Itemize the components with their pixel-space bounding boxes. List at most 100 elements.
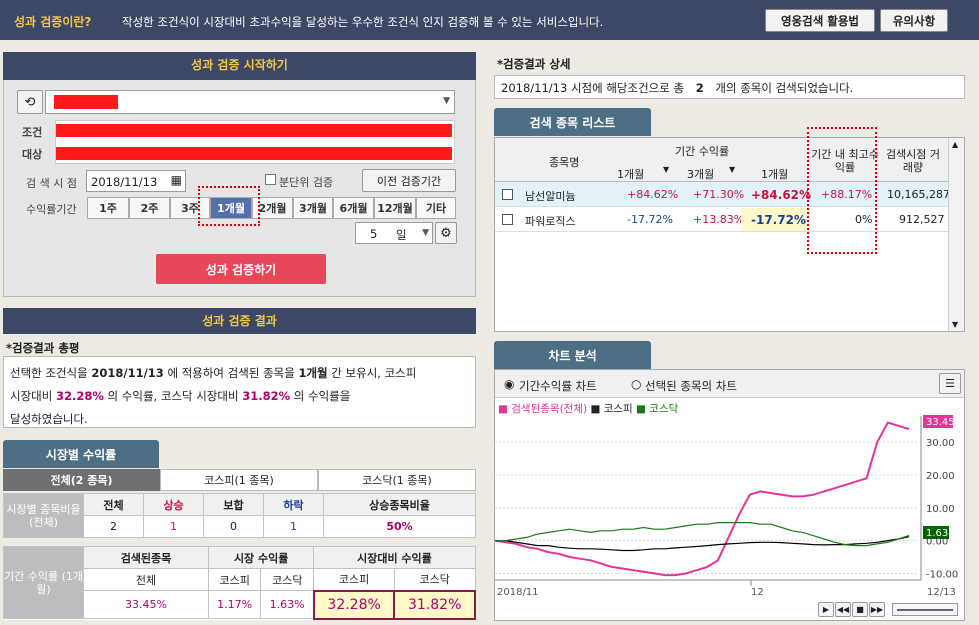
group-market: 시장 수익률	[207, 546, 315, 569]
summary-text: 간 보유시, 코스피	[331, 366, 417, 380]
zoom-slider[interactable]	[892, 603, 958, 616]
settings-button[interactable]: ⚙	[435, 222, 457, 244]
last-value-badge	[923, 415, 953, 428]
table-row[interactable]	[495, 207, 948, 232]
split-verify-checkbox[interactable]	[265, 174, 276, 185]
scroll-down-icon[interactable]: ▼	[952, 320, 959, 329]
detail-title: *검증결과 상세	[497, 57, 571, 71]
run-verification-button[interactable]: 성과 검증하기	[156, 254, 326, 284]
period-2m[interactable]: 2개월	[252, 197, 293, 219]
chevron-down-icon[interactable]: ▼	[663, 165, 670, 174]
y-tick-label: 10.00	[926, 504, 955, 515]
val-total: 2	[83, 515, 144, 538]
radio-period-return-label[interactable]: 기간수익률 차트	[519, 379, 597, 393]
nav-prev-icon[interactable]: ▶	[818, 602, 834, 617]
col-total: 전체	[83, 493, 144, 516]
scroll-up-icon[interactable]: ▲	[952, 140, 959, 149]
tab-chart-analysis[interactable]: 차트 분석	[494, 341, 651, 369]
tab-stock-list[interactable]: 검색 종목 리스트	[494, 108, 651, 136]
sub-kospi: 코스피	[313, 568, 395, 591]
table-row[interactable]	[495, 182, 948, 207]
period-12m[interactable]: 12개월	[374, 197, 416, 219]
legend-kosdaq-swatch: ■	[636, 403, 646, 415]
val-kosdaq-return: 1.63%	[260, 590, 315, 619]
x-label-start: 2018/11	[497, 587, 539, 598]
period-2w[interactable]: 2주	[129, 197, 170, 219]
summary-text: 의 수익률, 코스닥 시장대비	[107, 389, 239, 403]
tab-market-returns[interactable]: 시장별 수익률	[3, 440, 159, 468]
val-flat: 0	[203, 515, 264, 538]
stock-name[interactable]: 파워로직스	[525, 215, 576, 228]
top-title: 성과 검증이란?	[14, 15, 92, 29]
calendar-icon[interactable]: ▦	[170, 173, 182, 187]
ratio-row-label: 시장별 종목비율 (전체)	[3, 493, 84, 538]
period-return-table: 기간 수익률 (1개월) 검색된종목 시장 수익률 시장대비 수익률 전체 코스…	[3, 546, 476, 620]
chevron-down-icon[interactable]: ▼	[422, 228, 429, 238]
return-1m-b: -17.72%	[751, 213, 806, 227]
col-volume: 검색시점 거래량	[885, 148, 941, 174]
val-vs-kospi: 32.28%	[312, 589, 396, 620]
condition-label: 조건	[22, 126, 43, 139]
condition-text-redacted	[56, 124, 452, 137]
stock-list-header	[495, 138, 948, 182]
legend-kospi: 코스피	[603, 403, 633, 415]
period-1m[interactable]: 1개월	[210, 197, 252, 219]
summary-text: 달성하였습니다.	[10, 412, 88, 426]
days-input[interactable]: 5 일 ▼	[355, 222, 433, 244]
period-6m[interactable]: 6개월	[333, 197, 374, 219]
summary-text: 에 적용하여 검색된 종목을	[167, 366, 295, 380]
start-section-title: 성과 검증 시작하기	[3, 52, 476, 80]
stock-name[interactable]: 남선알미늄	[525, 190, 576, 203]
condition-name-redacted	[54, 95, 118, 109]
top-bar: 성과 검증이란? 작성한 조건식이 시장대비 초과수익을 달성하는 우수한 조건…	[0, 0, 979, 40]
condition-load-button[interactable]: ⟲	[17, 90, 43, 114]
nav-stop-icon[interactable]: ■	[852, 602, 868, 617]
ratio-table: 시장별 종목비율 (전체) 전체 상승 보합 하락 상승종목비율 2 1 0 1…	[3, 493, 476, 538]
chart-nav-controls: ▶ ◀◀ ■ ▶▶	[818, 602, 888, 617]
last-value-label: 33.45	[926, 417, 955, 428]
notice-button[interactable]: 유의사항	[880, 9, 948, 32]
condition-detail-box	[55, 120, 455, 164]
return-1m: +84.62%	[627, 188, 679, 201]
period-1w[interactable]: 1주	[87, 197, 129, 219]
condition-select[interactable]: ▼	[45, 90, 455, 114]
val-rise-ratio: 50%	[323, 515, 476, 538]
col-period-return: 기간 수익률	[675, 145, 730, 158]
col-3m: 3개월	[687, 168, 715, 181]
hero-search-guide-button[interactable]: 영웅검색 활용법	[765, 9, 875, 32]
subtab-kospi[interactable]: 코스피(1 종목)	[160, 469, 318, 491]
highlight-cell	[741, 208, 807, 231]
summary-period: 1개월	[298, 366, 328, 380]
val-vs-kosdaq: 31.82%	[393, 589, 476, 620]
legend-kospi-swatch: ■	[590, 403, 601, 415]
radio-stock-chart-label[interactable]: 선택된 종목의 차트	[645, 379, 737, 393]
chart-menu-button[interactable]: ☰	[939, 373, 961, 394]
group-searched: 검색된종목	[83, 546, 209, 569]
volume: 10,165,287	[887, 188, 950, 201]
y-tick-label: 0.00	[926, 537, 948, 548]
chevron-down-icon[interactable]: ▼	[729, 165, 736, 174]
series-line-1	[495, 536, 910, 552]
scrollbar[interactable]: ▲ ▼	[948, 138, 964, 331]
period-other[interactable]: 기타	[416, 197, 456, 219]
return-3m: +13.83%	[693, 213, 745, 226]
radio-unselected-icon[interactable]: ○	[631, 377, 642, 391]
subtab-kosdaq[interactable]: 코스닥(1 종목)	[318, 469, 476, 491]
col-fall: 하락	[263, 493, 324, 516]
legend-searched-swatch: ■	[498, 403, 508, 415]
radio-selected-icon[interactable]: ◉	[504, 377, 515, 391]
subtab-all[interactable]: 전체(2 종목)	[3, 469, 160, 491]
top-description: 작성한 조건식이 시장대비 초과수익을 달성하는 우수한 조건식 인지 검증해 …	[122, 15, 604, 29]
group-vs-market: 시장대비 수익률	[313, 546, 476, 569]
row-checkbox[interactable]	[502, 214, 513, 225]
previous-period-button[interactable]: 이전 검증기간	[362, 169, 456, 192]
period-3w[interactable]: 3주	[170, 197, 210, 219]
nav-last-icon[interactable]: ▶▶	[869, 602, 885, 617]
search-date-input[interactable]: 2018/11/13 ▦	[86, 170, 186, 192]
row-checkbox[interactable]	[502, 189, 513, 200]
x-label-mid: 12	[751, 587, 764, 598]
period-3m[interactable]: 3개월	[293, 197, 333, 219]
y-tick-label: 30.00	[926, 438, 955, 449]
nav-first-icon[interactable]: ◀◀	[835, 602, 851, 617]
x-label-end: 12/13	[927, 587, 956, 598]
